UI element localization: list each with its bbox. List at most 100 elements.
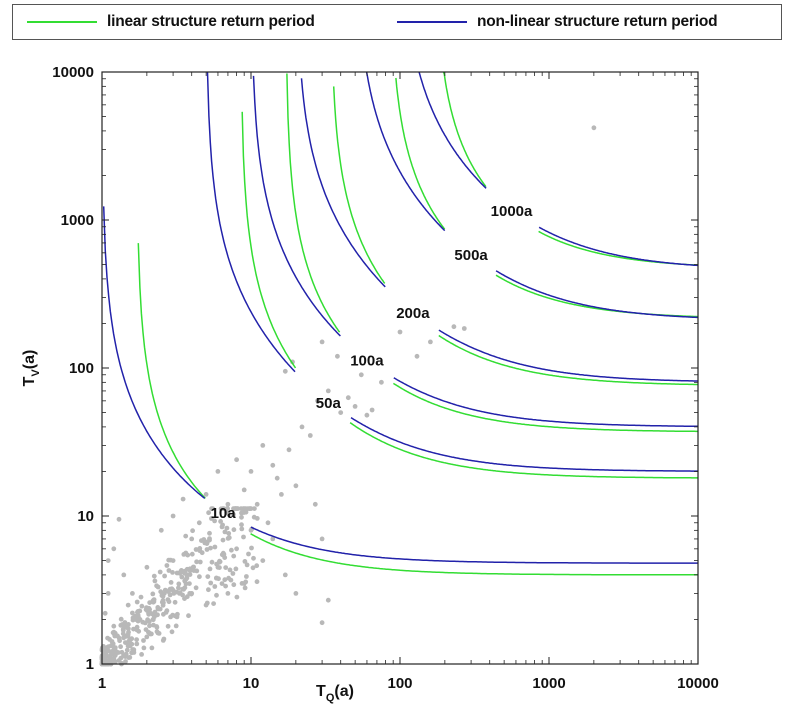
- scatter-point: [251, 555, 256, 561]
- scatter-point: [152, 609, 158, 615]
- scatter-point: [131, 647, 137, 653]
- scatter-point: [155, 630, 161, 636]
- scatter-point: [141, 645, 147, 651]
- scatter-point: [379, 379, 384, 385]
- scatter-point: [180, 496, 186, 502]
- scatter-point: [125, 602, 131, 608]
- scatter-point: [121, 572, 127, 578]
- scatter-point: [414, 353, 420, 359]
- scatter-point: [118, 616, 124, 622]
- scatter-point: [231, 582, 237, 588]
- scatter-point: [191, 564, 197, 570]
- scatter-point: [187, 568, 193, 574]
- legend-label-linear: linear structure return period: [107, 13, 315, 30]
- scatter-point: [125, 633, 131, 639]
- scatter-point: [232, 506, 238, 511]
- scatter-point: [146, 619, 152, 624]
- scatter-point: [203, 492, 209, 497]
- scatter-point: [254, 579, 260, 585]
- scatter-point: [197, 574, 202, 580]
- scatter-point: [104, 658, 110, 664]
- scatter-point: [325, 388, 331, 394]
- scatter-point: [219, 581, 225, 586]
- scatter-point: [242, 559, 248, 564]
- scatter-point: [105, 591, 111, 596]
- scatter-point: [127, 637, 133, 643]
- scatter-point: [189, 551, 195, 557]
- scatter-point: [222, 529, 228, 535]
- scatter-point: [286, 447, 292, 453]
- scatter-point: [154, 624, 160, 629]
- scatter-point: [112, 659, 118, 664]
- scatter-point: [293, 483, 299, 489]
- scatter-point: [293, 591, 299, 596]
- scatter-point: [146, 605, 152, 611]
- scatter-point: [165, 597, 171, 602]
- scatter-point: [157, 569, 163, 575]
- scatter-point: [127, 643, 133, 648]
- scatter-point: [312, 501, 318, 507]
- scatter-point: [170, 513, 176, 519]
- scatter-point: [244, 562, 250, 568]
- scatter-point: [282, 368, 288, 374]
- scatter-point: [166, 568, 172, 573]
- scatter-point: [179, 568, 184, 573]
- scatter-point: [241, 534, 246, 540]
- scatter-point: [226, 575, 232, 581]
- curve-nonlinear-200a: [300, 78, 698, 382]
- scatter-point: [243, 509, 249, 515]
- scatter-point: [159, 593, 165, 598]
- scatter-point: [116, 658, 122, 663]
- scatter-point: [204, 547, 210, 552]
- scatter-point: [325, 597, 331, 603]
- scatter-point: [223, 565, 229, 570]
- scatter-point: [249, 545, 254, 551]
- scatter-point: [134, 599, 140, 605]
- scatter-point: [239, 526, 245, 532]
- scatter-point: [193, 585, 199, 591]
- scatter-point: [254, 501, 260, 507]
- scatter-point: [152, 578, 158, 584]
- legend-item-nonlinear: non-linear structure return period: [397, 5, 718, 39]
- y-tick-label: 10000: [52, 64, 94, 81]
- x-axis-title: TQ(a): [316, 683, 354, 704]
- scatter-point: [173, 623, 179, 629]
- curve-nonlinear-50a: [206, 71, 698, 472]
- scatter-point: [150, 598, 156, 604]
- curve-linear-200a: [332, 86, 698, 386]
- scatter-point: [130, 615, 136, 621]
- scatter-point: [243, 579, 249, 585]
- scatter-point: [138, 594, 144, 600]
- scatter-point: [150, 591, 156, 597]
- scatter-point: [234, 594, 240, 600]
- scatter-point: [223, 583, 229, 589]
- scatter-point: [179, 574, 185, 580]
- scatter-point: [102, 610, 108, 616]
- curve-nonlinear-500a: [365, 71, 698, 319]
- scatter-point: [254, 563, 260, 569]
- scatter-point: [358, 372, 364, 378]
- scatter-point: [345, 395, 351, 401]
- scatter-point: [227, 567, 233, 573]
- curve-linear-500a: [395, 77, 698, 318]
- scatter-point: [135, 614, 141, 620]
- scatter-point: [139, 603, 145, 609]
- scatter-point: [193, 547, 199, 552]
- scatter-point: [260, 443, 266, 448]
- scatter-point: [144, 634, 150, 640]
- scatter-point: [250, 565, 256, 571]
- scatter-point: [109, 650, 114, 656]
- scatter-point: [214, 575, 219, 581]
- scatter-point: [169, 629, 175, 635]
- scatter-point: [231, 527, 237, 533]
- scatter-point: [239, 522, 244, 528]
- scatter-point: [214, 592, 219, 598]
- scatter-point: [338, 410, 344, 415]
- scatter-point: [176, 581, 182, 587]
- curve-label-50a: 50a: [316, 395, 342, 412]
- y-axis-title: TV(a): [21, 350, 42, 387]
- scatter-point: [212, 544, 218, 550]
- scatter-point: [260, 558, 266, 563]
- scatter-point: [187, 572, 193, 577]
- scatter-point: [209, 506, 215, 511]
